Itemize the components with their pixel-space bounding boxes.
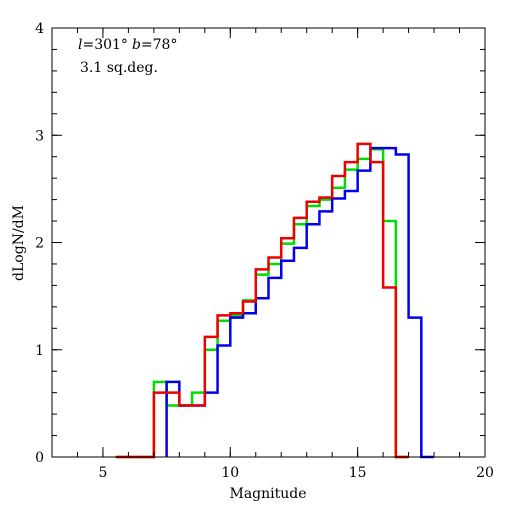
x-tick-label: 15 [349, 465, 367, 481]
blue-histogram-series [165, 146, 435, 459]
galactic-b-value: =78° [141, 37, 178, 53]
x-axis-label: Magnitude [229, 486, 306, 502]
galactic-l-symbol: l [78, 37, 82, 53]
axis-ticks [51, 27, 486, 458]
x-tick-label: 20 [476, 465, 494, 481]
galactic-l-value: =301° [82, 37, 127, 53]
survey-area-label: 3.1 sq.deg. [80, 60, 158, 76]
y-tick-label: 2 [35, 236, 44, 252]
plot-frame [51, 27, 486, 458]
y-tick-label: 3 [35, 128, 44, 144]
x-tick-label: 10 [221, 465, 239, 481]
x-tick-label: 5 [98, 465, 107, 481]
galactic-coordinates-label: l=301° b=78° [78, 37, 177, 53]
y-tick-label: 0 [35, 450, 44, 466]
tick-labels: 5 10 15 20 0 1 2 3 4 [35, 21, 494, 481]
plot-area [115, 142, 435, 459]
galactic-b-symbol: b [132, 37, 141, 53]
y-tick-label: 4 [35, 21, 44, 37]
y-axis-label: dLogN/dM [11, 205, 27, 281]
red-histogram-series [115, 142, 409, 459]
y-tick-label: 1 [35, 343, 44, 359]
green-histogram-series [115, 147, 409, 459]
